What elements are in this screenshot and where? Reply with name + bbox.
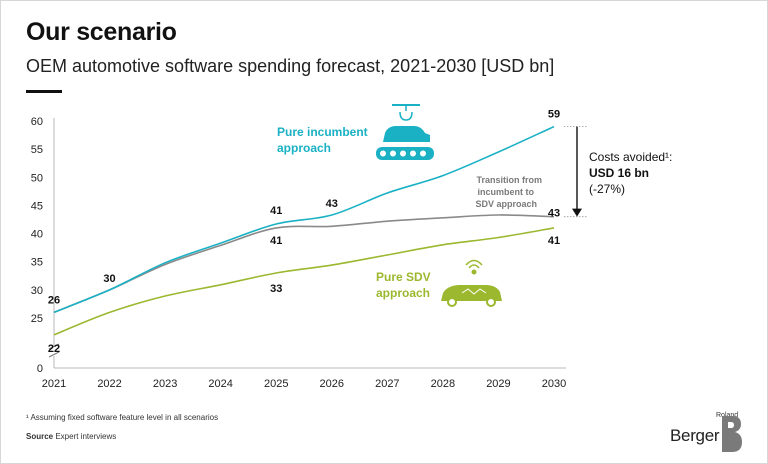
costs-avoided-value: USD 16 bn	[589, 166, 649, 180]
data-label: 43	[548, 208, 560, 220]
data-label: 41	[548, 235, 560, 247]
y-tick-label: 0	[37, 363, 43, 375]
factory-car-icon	[410, 150, 416, 157]
title-rule	[26, 90, 62, 93]
y-tick-label: 25	[31, 313, 43, 325]
down-arrow-head-icon	[572, 208, 582, 217]
series-line-incumbent	[53, 125, 555, 314]
connected-car-icon	[465, 259, 483, 266]
y-tick-label: 35	[31, 257, 43, 269]
connected-car-icon	[471, 269, 477, 275]
connected-car-icon	[441, 285, 502, 301]
x-tick-label: 2030	[542, 378, 566, 390]
logo-b-mark-icon	[722, 416, 742, 452]
sdv-label: Pure SDV	[376, 270, 431, 284]
y-tick-label: 50	[31, 172, 43, 184]
roland-berger-logo: Roland Berger	[670, 410, 750, 454]
data-label: 41	[270, 205, 282, 217]
factory-car-icon	[390, 150, 396, 157]
transition-label: incumbent to	[478, 187, 535, 197]
connected-car-icon	[447, 297, 457, 307]
y-tick-label: 30	[31, 285, 43, 297]
logo-small-text: Roland	[716, 412, 739, 419]
x-tick-label: 2028	[431, 378, 455, 390]
axis-break-mark	[48, 343, 60, 350]
data-label: 59	[548, 109, 560, 121]
x-tick-label: 2023	[153, 378, 177, 390]
y-tick-label: 60	[31, 116, 43, 128]
costs-avoided-label: Costs avoided¹:	[589, 150, 672, 164]
x-tick-label: 2026	[320, 378, 344, 390]
y-tick-label: 40	[31, 229, 43, 241]
data-label: 30	[103, 273, 115, 285]
incumbent-label: approach	[277, 141, 331, 155]
y-tick-label: 45	[31, 200, 43, 212]
series-line-sdv	[53, 227, 555, 336]
footnote: ¹ Assuming fixed software feature level …	[26, 413, 219, 422]
y-tick-label: 55	[31, 144, 43, 156]
source-label: Source	[26, 432, 54, 441]
page-subtitle: OEM automotive software spending forecas…	[26, 56, 555, 76]
page-title: Our scenario	[26, 18, 177, 46]
logo-big-text: Berger	[670, 426, 720, 445]
x-tick-label: 2027	[375, 378, 399, 390]
x-tick-label: 2021	[42, 378, 66, 390]
connected-car-icon	[486, 297, 496, 307]
factory-car-icon	[383, 126, 430, 142]
incumbent-label: Pure incumbent	[277, 125, 368, 139]
connected-car-icon	[468, 264, 480, 269]
x-tick-label: 2024	[208, 378, 232, 390]
factory-car-icon	[420, 150, 426, 157]
factory-car-icon	[399, 111, 413, 121]
x-tick-label: 2022	[97, 378, 121, 390]
data-label: 41	[270, 235, 282, 247]
factory-car-icon	[380, 150, 386, 157]
data-label: 26	[48, 294, 60, 306]
connected-car-icon	[461, 288, 487, 295]
factory-car-icon	[400, 150, 406, 157]
transition-label: Transition from	[476, 175, 542, 185]
source-text: Expert interviews	[53, 432, 117, 441]
data-label: 33	[270, 283, 282, 295]
x-tick-label: 2025	[264, 378, 288, 390]
sdv-label: approach	[376, 286, 430, 300]
costs-avoided-percent: (-27%)	[589, 182, 625, 196]
data-label: 43	[326, 198, 338, 210]
source-line: Source Expert interviews	[26, 432, 116, 441]
data-label: 22	[48, 343, 60, 355]
x-tick-label: 2029	[486, 378, 510, 390]
transition-label: SDV approach	[475, 199, 537, 209]
axis-break-mark	[48, 351, 60, 358]
